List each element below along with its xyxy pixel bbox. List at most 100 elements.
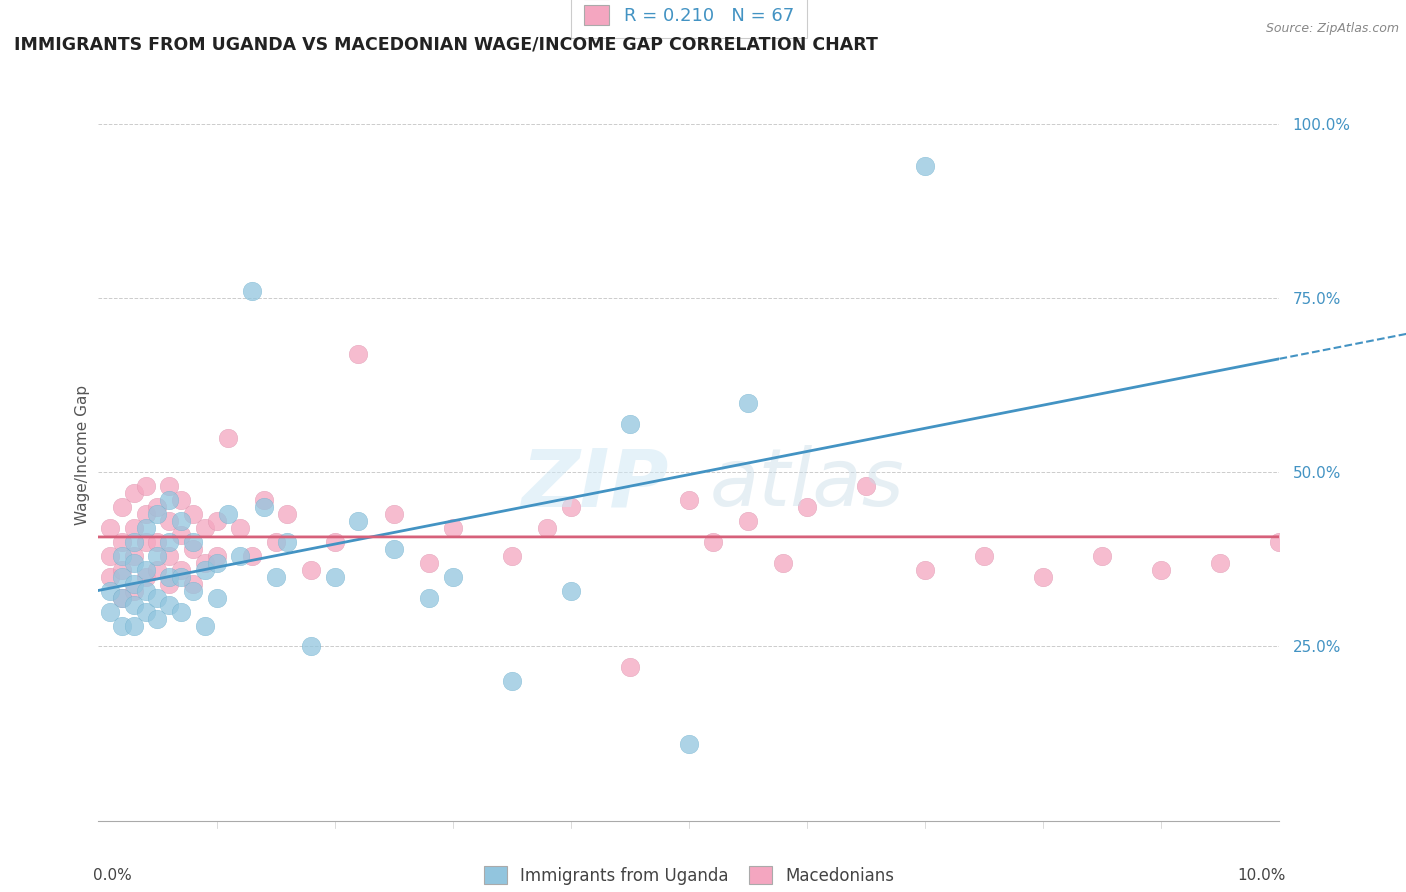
Point (678, 493, 700, 508)
Point (122, 598, 145, 612)
Point (170, 605, 193, 619)
Point (418, 591, 440, 605)
Point (135, 605, 157, 619)
Point (157, 549, 180, 563)
Point (146, 535, 169, 549)
Point (135, 563, 157, 577)
Point (146, 612, 169, 626)
Point (737, 514, 759, 528)
Point (382, 541, 405, 556)
Point (146, 549, 169, 563)
Point (299, 640, 322, 654)
Point (914, 159, 936, 173)
Point (111, 549, 134, 563)
Point (157, 514, 180, 528)
Point (737, 395, 759, 409)
Point (347, 347, 370, 361)
Point (135, 521, 157, 535)
Text: 0.0%: 0.0% (93, 868, 131, 883)
Point (111, 570, 134, 584)
Point (560, 583, 582, 598)
Point (299, 563, 322, 577)
Point (441, 521, 464, 535)
Point (122, 535, 145, 549)
Point (181, 541, 204, 556)
Point (619, 417, 641, 431)
Point (170, 528, 193, 542)
Point (111, 591, 134, 605)
Point (501, 549, 523, 563)
Point (323, 535, 346, 549)
Point (157, 598, 180, 612)
Point (264, 535, 287, 549)
Point (135, 479, 157, 493)
Point (98, 549, 121, 563)
Point (253, 500, 276, 515)
Point (441, 570, 464, 584)
Point (560, 500, 582, 515)
Point (122, 486, 145, 500)
Point (276, 507, 298, 521)
Point (205, 591, 228, 605)
Point (217, 430, 239, 444)
Point (229, 521, 252, 535)
Point (111, 618, 134, 632)
Point (111, 591, 134, 605)
Text: IMMIGRANTS FROM UGANDA VS MACEDONIAN WAGE/INCOME GAP CORRELATION CHART: IMMIGRANTS FROM UGANDA VS MACEDONIAN WAG… (14, 36, 877, 54)
Point (122, 583, 145, 598)
Point (111, 563, 134, 577)
Point (98, 570, 121, 584)
Point (98, 583, 121, 598)
Point (157, 493, 180, 508)
Point (796, 500, 818, 515)
Point (501, 674, 523, 689)
Point (1150, 563, 1173, 577)
Point (146, 507, 169, 521)
Point (205, 514, 228, 528)
Point (914, 563, 936, 577)
Point (181, 507, 204, 521)
Point (229, 549, 252, 563)
Point (264, 570, 287, 584)
Point (111, 535, 134, 549)
Point (122, 556, 145, 570)
Point (111, 500, 134, 515)
Point (253, 493, 276, 508)
Point (157, 576, 180, 591)
Point (194, 521, 217, 535)
Text: atlas: atlas (710, 445, 904, 524)
Text: Source: ZipAtlas.com: Source: ZipAtlas.com (1265, 22, 1399, 36)
Point (122, 576, 145, 591)
Point (536, 521, 558, 535)
Point (170, 514, 193, 528)
Point (323, 570, 346, 584)
Point (418, 556, 440, 570)
Point (194, 563, 217, 577)
Point (98, 521, 121, 535)
Point (1209, 556, 1232, 570)
Point (205, 556, 228, 570)
Point (135, 507, 157, 521)
Text: 10.0%: 10.0% (1237, 868, 1285, 883)
Point (973, 549, 995, 563)
Point (1032, 570, 1054, 584)
Point (146, 500, 169, 515)
Text: ZIP: ZIP (520, 445, 668, 524)
Point (194, 618, 217, 632)
Point (194, 556, 217, 570)
Point (217, 507, 239, 521)
Point (276, 535, 298, 549)
Point (240, 549, 263, 563)
Point (122, 618, 145, 632)
Point (146, 591, 169, 605)
Point (135, 570, 157, 584)
Point (170, 493, 193, 508)
Point (122, 521, 145, 535)
Point (1268, 535, 1291, 549)
Point (205, 549, 228, 563)
Point (135, 583, 157, 598)
Point (181, 583, 204, 598)
Point (122, 549, 145, 563)
Point (170, 570, 193, 584)
Point (702, 535, 724, 549)
